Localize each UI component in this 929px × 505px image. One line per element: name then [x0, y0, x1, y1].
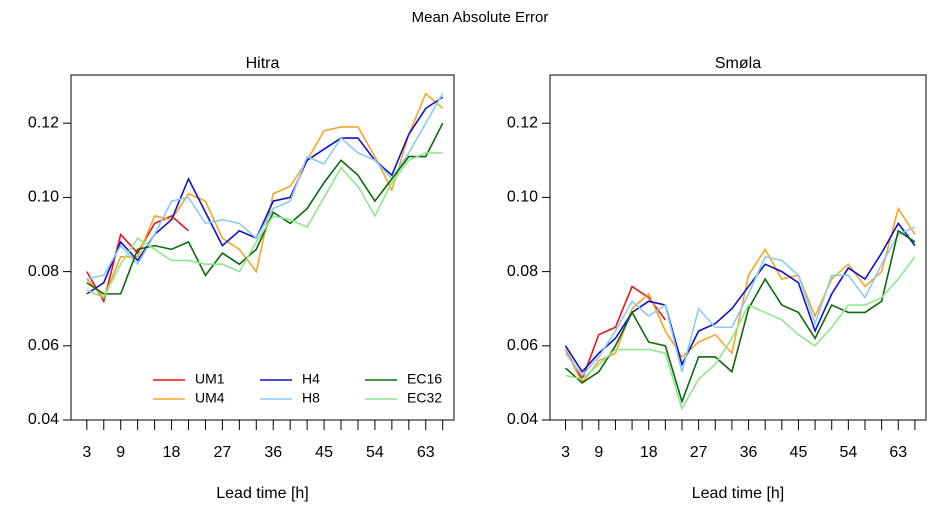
- y-tick-label: 0.04: [507, 411, 538, 428]
- series-line: [86, 93, 444, 280]
- series-line: [86, 152, 443, 299]
- legend-label: UM1: [195, 371, 225, 387]
- series-line: [564, 226, 916, 377]
- y-tick-label: 0.08: [507, 263, 538, 280]
- plot-frame: [70, 74, 455, 421]
- y-tick-label: 0.12: [28, 114, 59, 131]
- series-line: [86, 92, 444, 300]
- legend-label: EC16: [407, 371, 442, 387]
- x-tick-label: 27: [690, 444, 708, 461]
- figure-title: Mean Absolute Error: [412, 9, 549, 26]
- x-tick-label: 27: [213, 444, 231, 461]
- series-line: [565, 256, 916, 411]
- legend-label: H8: [302, 390, 320, 406]
- x-tick-label: 9: [116, 444, 125, 461]
- x-tick-label: 54: [839, 444, 857, 461]
- series-line: [86, 122, 444, 295]
- x-tick-label: 45: [315, 444, 333, 461]
- x-tick-label: 3: [82, 444, 91, 461]
- y-tick-label: 0.12: [507, 114, 538, 131]
- plot-frame: [549, 74, 927, 421]
- series-line: [564, 285, 666, 382]
- series-line: [564, 206, 916, 385]
- x-tick-label: 18: [163, 444, 181, 461]
- y-tick-label: 0.10: [28, 189, 59, 206]
- x-tick-label: 63: [417, 444, 435, 461]
- x-tick-label: 9: [594, 444, 603, 461]
- x-tick-label: 3: [561, 444, 570, 461]
- x-tick-label: 36: [740, 444, 758, 461]
- x-axis-label: Lead time [h]: [692, 485, 785, 502]
- y-tick-label: 0.04: [28, 411, 59, 428]
- legend-label: EC32: [407, 390, 442, 406]
- legend-label: UM4: [195, 390, 225, 406]
- x-axis-label: Lead time [h]: [216, 485, 309, 502]
- x-tick-label: 45: [790, 444, 808, 461]
- y-tick-label: 0.06: [507, 337, 538, 354]
- x-tick-label: 54: [366, 444, 384, 461]
- series-line: [564, 229, 916, 404]
- y-tick-label: 0.10: [507, 189, 538, 206]
- x-tick-label: 36: [264, 444, 282, 461]
- y-tick-label: 0.06: [28, 337, 59, 354]
- panel-title: Smøla: [715, 55, 761, 72]
- legend-label: H4: [302, 371, 320, 387]
- series-line: [86, 96, 444, 295]
- x-tick-label: 63: [889, 444, 907, 461]
- panel-title: Hitra: [246, 55, 280, 72]
- x-tick-label: 18: [640, 444, 658, 461]
- series-line: [564, 221, 916, 374]
- series-line: [86, 215, 190, 304]
- y-tick-label: 0.08: [28, 263, 59, 280]
